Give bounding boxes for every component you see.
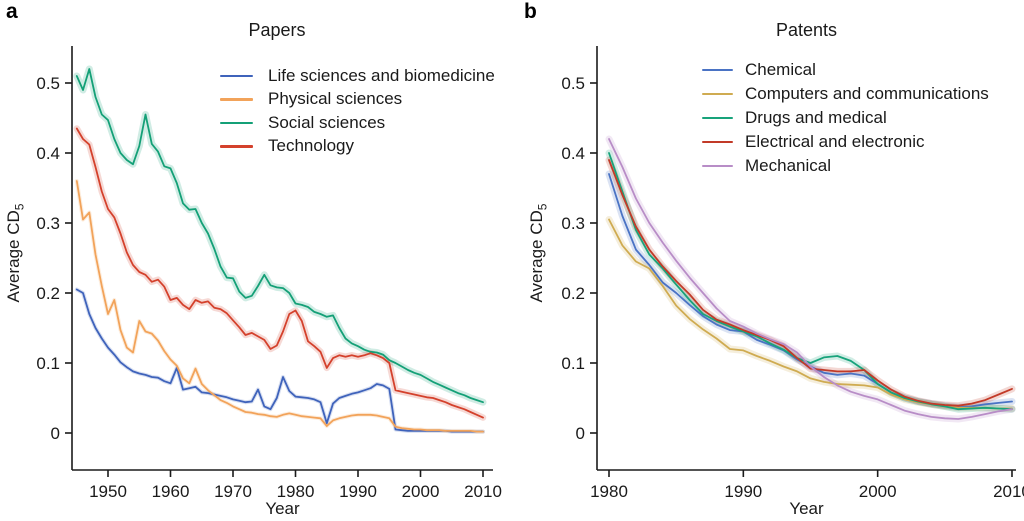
series-line-drugs-and-medical [608, 152, 1013, 411]
y-tick-label: 0.3 [561, 214, 585, 233]
y-tick-label: 0.4 [561, 144, 585, 163]
legend-line-swatch-icon [702, 68, 733, 72]
legend-item-label: Electrical and electronic [745, 132, 925, 151]
patents-chart: 0 0.1 0.2 0.3 0.4 0.5 1980 1990 2000 2010 [561, 46, 1024, 501]
legend-item-physical-sciences: Physical sciences [220, 88, 495, 112]
legend-line-swatch-icon [702, 164, 733, 168]
legend-item-label: Life sciences and biomedicine [268, 65, 495, 85]
panel-b-letter: b [524, 0, 537, 23]
y-axis-subscript: 5 [535, 203, 550, 211]
legend-line-swatch-icon [220, 98, 253, 101]
series-line-life-sciences-and-biomedicine [75, 288, 484, 433]
series-line-electrical-and-electronic [608, 159, 1013, 407]
y-axis-subscript: 5 [12, 203, 27, 211]
x-tick-label: 2000 [859, 482, 897, 501]
series-band-life-sciences-and-biomedicine [74, 287, 485, 434]
papers-y-axis-title: Average CD5 [4, 203, 27, 303]
series-line-social-sciences [75, 68, 484, 404]
y-tick-label: 0.5 [561, 74, 585, 93]
papers-x-axis-title: Year [265, 499, 300, 518]
x-tick-label: 1980 [277, 482, 315, 501]
y-tick-label: 0.4 [36, 144, 60, 163]
x-tick-label: 2010 [993, 482, 1024, 501]
legend-item-label: Technology [268, 136, 355, 156]
y-tick-label: 0.3 [36, 214, 60, 233]
legend-item-computers-and-communications: Computers and communications [702, 82, 989, 106]
papers-chart-title: Papers [248, 20, 306, 40]
legend-line-swatch-icon [220, 145, 253, 148]
y-tick-label: 0.2 [36, 284, 60, 303]
legend-item-label: Computers and communications [745, 84, 989, 103]
x-tick-label: 2000 [402, 482, 440, 501]
papers-chart: 0 0.1 0.2 0.3 0.4 0.5 1950 1960 1970 1980 1990 2000… [36, 46, 502, 501]
y-tick-label: 0.2 [561, 284, 585, 303]
legend-line-swatch-icon [220, 121, 253, 124]
legend-item-electrical-and-electronic: Electrical and electronic [702, 130, 989, 154]
y-tick-label: 0 [576, 424, 585, 443]
x-tick-label: 1960 [152, 482, 190, 501]
patents-x-axis-title: Year [789, 499, 824, 518]
legend-line-swatch-icon [220, 74, 253, 77]
panel-a-letter: a [6, 0, 18, 23]
legend-item-label: Mechanical [745, 156, 831, 175]
y-tick-label: 0.5 [36, 74, 60, 93]
series-line-mechanical [608, 138, 1013, 420]
legend-item-label: Social sciences [268, 112, 386, 132]
legend-item-drugs-and-medical: Drugs and medical [702, 106, 989, 130]
y-tick-label: 0 [51, 424, 60, 443]
patents-legend: Chemical Computers and communications Dr… [702, 58, 989, 178]
patents-y-axis-title: Average CD5 [527, 203, 550, 303]
x-tick-label: 1970 [214, 482, 252, 501]
legend-item-label: Drugs and medical [745, 108, 887, 127]
x-tick-label: 1950 [89, 482, 127, 501]
legend-item-mechanical: Mechanical [702, 154, 989, 178]
legend-item-social-sciences: Social sciences [220, 111, 495, 135]
legend-item-technology: Technology [220, 135, 495, 159]
legend-line-swatch-icon [702, 140, 733, 144]
series-line-technology [75, 127, 484, 419]
papers-legend: Life sciences and biomedicine Physical s… [220, 64, 495, 158]
patents-chart-title: Patents [775, 20, 838, 40]
y-tick-label: 0.1 [561, 354, 585, 373]
x-tick-label: 2010 [464, 482, 502, 501]
x-tick-label: 1980 [590, 482, 628, 501]
x-tick-label: 1990 [339, 482, 377, 501]
legend-item-label: Chemical [745, 60, 816, 79]
x-tick-label: 1990 [724, 482, 762, 501]
legend-item-chemical: Chemical [702, 58, 989, 82]
legend-item-life-sciences-and-biomedicine: Life sciences and biomedicine [220, 64, 495, 88]
legend-line-swatch-icon [702, 92, 733, 96]
legend-line-swatch-icon [702, 116, 733, 120]
series-line-physical-sciences [75, 180, 484, 433]
y-tick-label: 0.1 [36, 354, 60, 373]
legend-item-label: Physical sciences [268, 89, 403, 109]
